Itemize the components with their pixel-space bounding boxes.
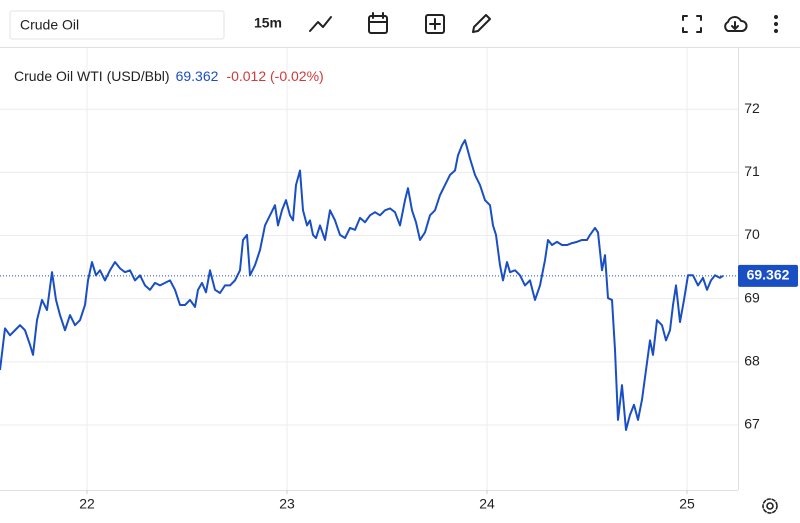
menu-icon[interactable] xyxy=(774,15,778,33)
price-change: -0.012 (-0.02%) xyxy=(226,68,323,84)
price-line xyxy=(0,139,724,432)
y-tick-label: 71 xyxy=(744,163,760,179)
y-tick-label: 67 xyxy=(744,416,760,432)
x-tick-label: 23 xyxy=(279,496,295,512)
x-tick-label: 24 xyxy=(479,496,495,512)
last-price: 69.362 xyxy=(176,68,219,84)
settings-icon[interactable] xyxy=(762,498,778,514)
search-text[interactable]: Crude Oil xyxy=(20,17,79,33)
last-price-box xyxy=(738,264,798,287)
x-tick-label: 25 xyxy=(679,496,695,512)
calendar-icon[interactable] xyxy=(368,12,388,34)
chart-type-icon[interactable] xyxy=(309,16,332,32)
add-icon[interactable] xyxy=(425,14,445,34)
draw-icon[interactable] xyxy=(472,14,491,33)
y-tick-label: 68 xyxy=(744,353,760,369)
y-tick-label: 69 xyxy=(744,289,760,305)
legend: Crude Oil WTI (USD/Bbl) 69.362 -0.012 (-0.… xyxy=(14,68,324,84)
plot xyxy=(0,139,738,432)
y-tick-label: 72 xyxy=(744,100,760,116)
search-box[interactable] xyxy=(9,10,225,40)
fullscreen-icon[interactable] xyxy=(682,15,702,33)
download-icon[interactable] xyxy=(724,16,748,32)
series-name: Crude Oil WTI (USD/Bbl) xyxy=(14,68,170,84)
interval-button[interactable]: 15m xyxy=(254,15,282,31)
x-tick-label: 22 xyxy=(79,496,95,512)
last-price-label: 69.362 xyxy=(747,267,790,283)
y-tick-label: 70 xyxy=(744,226,760,242)
